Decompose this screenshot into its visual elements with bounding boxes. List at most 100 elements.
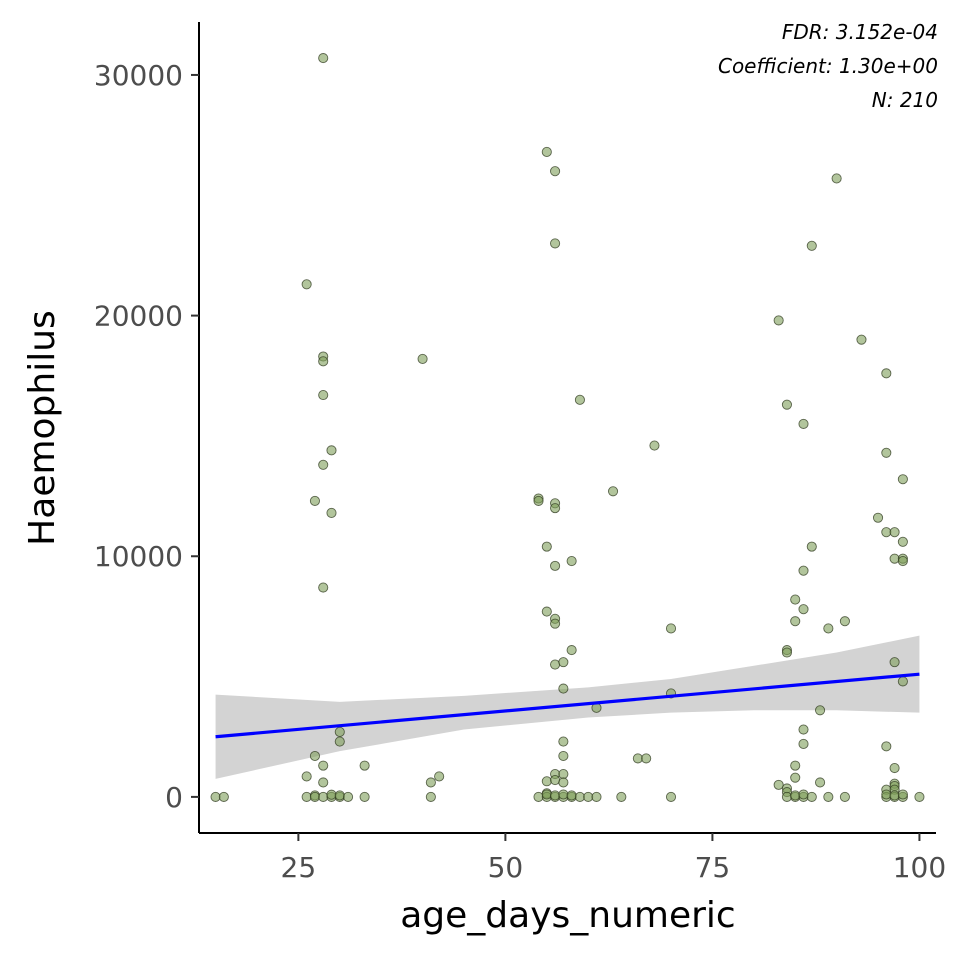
y-tick-label: 0 <box>165 781 183 814</box>
data-point <box>889 790 900 801</box>
data-point <box>318 791 329 802</box>
data-point <box>889 553 900 564</box>
axes-layer: 0 10000 20000 30000 25 50 75 100 <box>94 22 946 884</box>
data-point <box>591 791 602 802</box>
y-axis-title: Haemophilus <box>22 310 63 546</box>
data-point <box>881 527 892 538</box>
data-point <box>550 503 561 514</box>
data-point <box>334 736 345 747</box>
data-point <box>872 512 884 523</box>
data-point <box>773 315 784 326</box>
data-point <box>781 399 792 410</box>
data-point <box>798 418 809 429</box>
data-point <box>815 705 826 716</box>
data-point <box>318 582 329 593</box>
data-point <box>550 790 561 801</box>
annotation-n: N: 210 <box>872 88 938 112</box>
data-point <box>334 790 345 801</box>
data-point <box>541 789 552 800</box>
data-point <box>558 683 569 694</box>
data-point <box>831 173 842 184</box>
data-point <box>434 771 445 782</box>
data-point <box>301 791 312 802</box>
data-point <box>632 753 643 764</box>
points-layer <box>210 53 925 802</box>
trend-line <box>215 672 920 739</box>
data-point <box>425 777 436 788</box>
data-point <box>318 389 329 401</box>
data-point <box>541 606 552 617</box>
data-point <box>558 789 569 800</box>
data-point <box>318 356 329 367</box>
data-point <box>318 760 329 771</box>
data-point <box>558 777 569 788</box>
data-point <box>558 768 569 780</box>
data-point <box>897 676 908 687</box>
data-point <box>533 791 544 802</box>
data-point <box>318 53 329 64</box>
data-point <box>425 791 436 802</box>
data-point <box>541 146 552 158</box>
x-tick-label: 100 <box>893 851 946 884</box>
data-point <box>889 762 900 774</box>
x-tick-label: 25 <box>281 851 317 884</box>
data-point <box>806 541 817 552</box>
data-point <box>301 771 312 782</box>
data-point <box>790 594 801 605</box>
data-point <box>641 753 652 764</box>
annotation-fdr: FDR: 3.152e-04 <box>782 20 938 44</box>
data-point <box>326 507 337 518</box>
y-tick-label: 30000 <box>94 59 183 92</box>
data-point <box>889 527 900 538</box>
labels-layer: age_days_numeric Haemophilus FDR: 3.152e… <box>22 20 938 936</box>
data-point <box>334 726 345 737</box>
trend-line-layer <box>215 672 920 739</box>
data-point <box>326 789 337 800</box>
data-point <box>309 750 320 762</box>
data-point <box>541 776 552 787</box>
data-point <box>806 791 817 802</box>
data-point <box>881 447 892 458</box>
data-point <box>839 616 850 627</box>
data-point <box>309 495 320 506</box>
data-point <box>326 445 337 456</box>
data-point <box>566 556 577 567</box>
data-point <box>550 659 561 670</box>
data-point <box>558 750 569 762</box>
data-point <box>897 789 908 800</box>
data-point <box>301 279 312 290</box>
data-point <box>210 791 221 802</box>
data-point <box>790 616 801 627</box>
confidence-band <box>215 635 920 779</box>
data-point <box>839 791 850 802</box>
data-point <box>889 657 900 668</box>
y-tick-label: 10000 <box>94 540 183 573</box>
data-point <box>881 741 892 752</box>
data-point <box>881 368 892 379</box>
data-point <box>897 556 908 567</box>
data-point <box>781 647 792 658</box>
data-point <box>550 166 561 177</box>
data-point <box>318 459 329 470</box>
y-tick-label: 20000 <box>94 300 183 333</box>
data-point <box>541 541 552 552</box>
confidence-band-layer <box>215 635 920 779</box>
data-point <box>665 791 677 802</box>
data-point <box>417 353 428 364</box>
data-point <box>790 790 801 801</box>
data-point <box>550 238 561 249</box>
data-point <box>359 791 370 802</box>
annotation-coefficient: Coefficient: 1.30e+00 <box>718 54 938 78</box>
data-point <box>558 736 569 747</box>
data-point <box>798 724 809 735</box>
x-tick-label: 50 <box>488 851 524 884</box>
data-point <box>823 623 834 634</box>
data-point <box>823 791 834 802</box>
data-point <box>309 791 320 802</box>
data-point <box>798 738 809 750</box>
data-point <box>798 565 809 576</box>
data-point <box>566 790 577 801</box>
data-point <box>665 623 677 634</box>
data-point <box>533 495 544 506</box>
